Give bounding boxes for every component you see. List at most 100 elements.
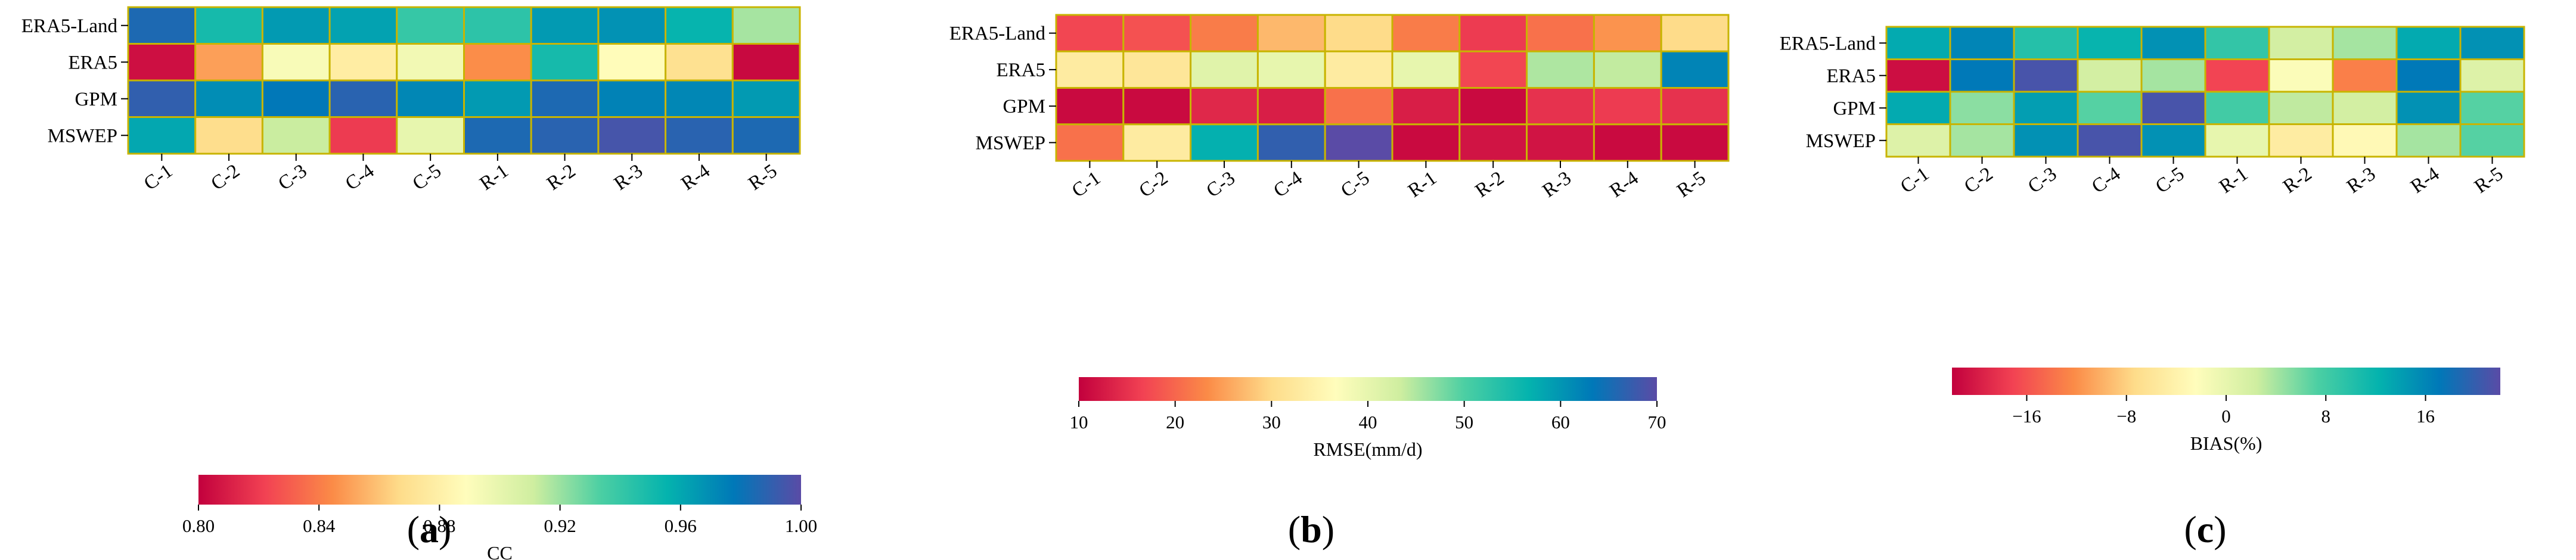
heatmap-cell [1885, 91, 1951, 125]
heatmap-cell [1324, 87, 1393, 126]
heatmap-cell [2013, 123, 2079, 158]
heatmap-cell [1122, 87, 1192, 126]
heatmap-cell [2204, 26, 2270, 60]
x-tick-label: C-1 [1897, 163, 1933, 198]
colorbar-label: CC [487, 542, 513, 560]
colorbar-tick-label: 0.88 [423, 515, 455, 536]
heatmap-cell [1122, 50, 1192, 89]
heatmap-cell [731, 6, 801, 45]
heatmap-cell [2459, 91, 2525, 125]
x-tick-label: C-5 [409, 160, 445, 195]
heatmap-cell [1122, 123, 1192, 162]
heatmap-cell [1324, 123, 1393, 162]
y-tick-label: GPM [1003, 96, 1045, 117]
heatmap-cell [396, 6, 465, 45]
x-tick-label: R-4 [678, 160, 714, 195]
colorbar-tick-label: 40 [1359, 412, 1377, 433]
heatmap-cell [597, 116, 667, 155]
heatmap-cell [1526, 50, 1595, 89]
heatmap-cell [597, 43, 667, 82]
heatmap-cell [2204, 123, 2270, 158]
heatmap-cell [1391, 123, 1461, 162]
x-tick-label: C-1 [1068, 167, 1104, 202]
panel-c-bias-heatmap: ERA5-Land ERA5 GPM MSWEP C-1 C-2 C-3 C-4 C-5 R-1 R… [1780, 26, 2525, 550]
heatmap-cell [2332, 91, 2398, 125]
heatmap-cell [463, 116, 532, 155]
heatmap-cell [261, 6, 331, 45]
heatmap-cell [2332, 58, 2398, 93]
x-tick-label: R-2 [1472, 167, 1508, 202]
heatmap-cell [2140, 91, 2206, 125]
heatmap-cell [1256, 87, 1326, 126]
x-tick-label: C-5 [1337, 167, 1373, 202]
colorbar-tick-label: 20 [1166, 412, 1184, 433]
heatmap-cell [261, 79, 331, 118]
heatmap-cell [1885, 26, 1951, 60]
x-tick-label: R-4 [2407, 163, 2443, 198]
x-tick-label: C-5 [2152, 163, 2188, 198]
heatmap-cell [1660, 14, 1730, 52]
heatmap-cell [2395, 123, 2462, 158]
heatmap-cell [2077, 26, 2143, 60]
x-tick-label: C-1 [140, 160, 176, 195]
heatmap-cell [328, 43, 398, 82]
x-tick-label: C-3 [274, 160, 311, 195]
heatmap-cell [2268, 58, 2334, 93]
heatmap-cell [1526, 14, 1595, 52]
heatmap-cell [665, 79, 734, 118]
panel-label-letter: c [2197, 508, 2214, 550]
colorbar-tick-label: −8 [2116, 406, 2136, 427]
y-tick-label: ERA5-Land [21, 15, 118, 37]
heatmap-cell [2077, 123, 2143, 158]
x-tick-label: R-5 [2471, 163, 2507, 198]
heatmap-cell [1593, 123, 1662, 162]
heatmap-cell [665, 116, 734, 155]
heatmap-cell [2395, 91, 2462, 125]
y-tick-label: ERA5 [69, 52, 118, 73]
heatmap-cell [1055, 87, 1125, 126]
heatmap-cell [1324, 14, 1393, 52]
y-tick-label: ERA5-Land [1780, 33, 1876, 54]
colorbar [1079, 377, 1657, 401]
heatmap-cell [127, 6, 197, 45]
heatmap-cell [1055, 123, 1125, 162]
panel-label-letter: a [420, 508, 439, 550]
heatmap-cell [1256, 14, 1326, 52]
heatmap-cell [530, 43, 600, 82]
heatmap-cell [194, 6, 263, 45]
heatmap-cell [2204, 91, 2270, 125]
heatmap-cell [2459, 123, 2525, 158]
heatmap-cell [396, 79, 465, 118]
y-tick-label: MSWEP [976, 132, 1045, 154]
heatmap-cell [2395, 26, 2462, 60]
heatmap-cell [127, 43, 197, 82]
heatmap-cell [2332, 26, 2398, 60]
heatmap-cell [1055, 14, 1125, 52]
heatmap-cell [1593, 87, 1662, 126]
heatmap-cell [530, 116, 600, 155]
colorbar-tick-label: −16 [2012, 406, 2041, 427]
heatmap-cell [1391, 50, 1461, 89]
heatmap-cell [1660, 50, 1730, 89]
heatmap-cell [1949, 26, 2015, 60]
heatmap-cell [2013, 91, 2079, 125]
panel-label-close: ) [439, 508, 451, 550]
heatmap-cell [2140, 58, 2206, 93]
heatmap-cell [2395, 58, 2462, 93]
heatmap-cell [597, 6, 667, 45]
panel-label-open: ( [1288, 508, 1301, 550]
x-tick-label: C-4 [2088, 163, 2124, 198]
heatmap-cell [1949, 91, 2015, 125]
y-tick-label: MSWEP [1806, 130, 1876, 152]
panel-b-rmse-heatmap: ERA5-Land ERA5 GPM MSWEP C-1 C-2 C-3 C-4 C-5 R-1 R… [949, 14, 1730, 550]
heatmap-cell [2268, 91, 2334, 125]
heatmap-cell [731, 116, 801, 155]
y-tick-label: MSWEP [48, 125, 117, 147]
heatmap-cell [665, 6, 734, 45]
colorbar-tick-label: 70 [1648, 412, 1666, 433]
heatmap-cell [2013, 58, 2079, 93]
heatmap-cell [2459, 58, 2525, 93]
colorbar-tick-label: 0.92 [544, 515, 576, 536]
x-tick-label: C-4 [1270, 167, 1306, 202]
